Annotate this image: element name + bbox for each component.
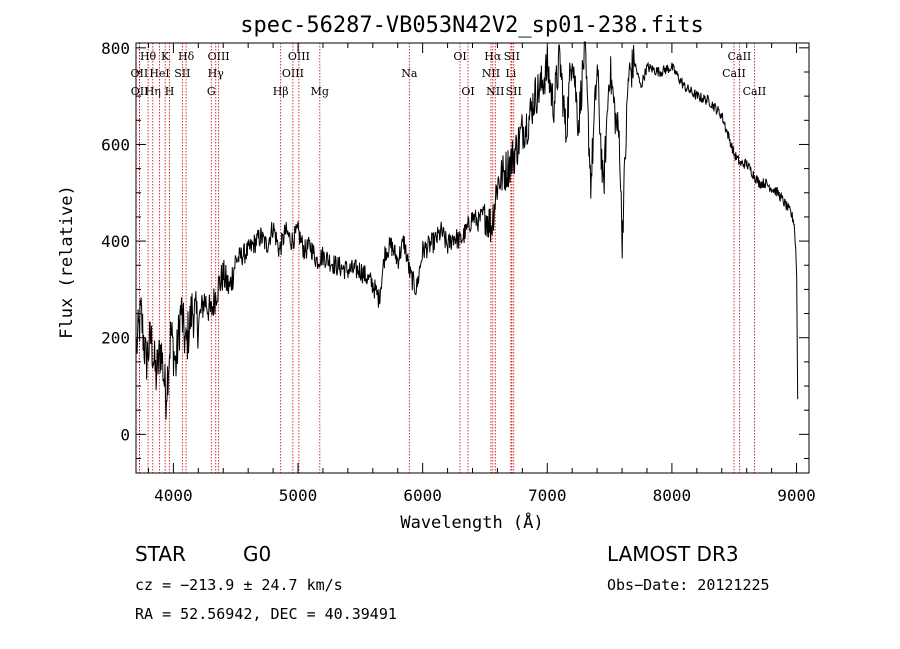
spectral-line-label-26: SII	[506, 85, 522, 98]
spectral-line-label-10: HeI	[149, 67, 169, 80]
spectral-line-label-17: CaII	[722, 67, 746, 80]
spectral-line-label-24: OI	[461, 85, 474, 98]
object-type: STAR	[135, 542, 186, 566]
plot-frame	[135, 42, 810, 474]
spectral-line-label-2: Hδ	[178, 50, 195, 63]
ra-dec-coordinates: RA = 52.56942, DEC = 40.39491	[135, 605, 397, 623]
y-tick-label-3: 600	[101, 135, 130, 154]
observation-date: Obs−Date: 20121225	[607, 576, 770, 594]
x-axis-label: Wavelength (Å)	[400, 511, 543, 533]
chart-title: spec-56287-VB053N42V2_sp01-238.fits	[240, 13, 704, 38]
x-tick-label-5: 9000	[777, 486, 816, 505]
spectral-line-label-22: Hβ	[273, 85, 289, 98]
spectral-line-label-0: Hθ	[140, 50, 157, 63]
spectral-line-label-15: NII	[482, 67, 500, 80]
y-axis-label: Flux (relative)	[57, 185, 77, 339]
spectral-line-label-13: OIII	[282, 67, 304, 80]
spectral-line-label-5: OI	[453, 50, 466, 63]
x-tick-label-3: 7000	[528, 486, 567, 505]
spectral-line-label-11: SII	[174, 67, 190, 80]
x-tick-label-0: 4000	[154, 486, 193, 505]
redshift-velocity: cz = −213.9 ± 24.7 km/s	[135, 576, 343, 594]
spectral-line-label-6: Hα	[484, 50, 502, 63]
spectral-line-label-20: H	[165, 85, 175, 98]
spectral-line-label-27: CaII	[743, 85, 767, 98]
spectral-line-label-21: G	[207, 85, 216, 98]
spectral-line-label-1: K	[161, 50, 170, 63]
spectral-line-label-4: OIII	[288, 50, 310, 63]
survey-name: LAMOST DR3	[607, 542, 739, 566]
y-tick-label-1: 200	[101, 329, 130, 348]
spectral-line-label-23: Mg	[311, 85, 329, 98]
x-tick-label-1: 5000	[279, 486, 318, 505]
axis-tick-labels: 4000 5000 6000 7000 8000 9000 0 200 400 600 800	[101, 39, 816, 505]
spectral-line-label-18: OII	[131, 85, 149, 98]
y-tick-label-4: 800	[101, 39, 130, 58]
spectral-line-label-12: Hγ	[208, 67, 225, 80]
spectral-line-label-16: Li	[505, 67, 516, 80]
object-subclass: G0	[243, 542, 271, 566]
flux-series-line	[136, 41, 799, 420]
spectral-line-label-14: Na	[401, 67, 418, 80]
spectral-line-label-25: NII	[486, 85, 504, 98]
x-tick-label-4: 8000	[653, 486, 692, 505]
spectral-line-label-8: CaII	[728, 50, 752, 63]
spectral-line-label-19: Hη	[145, 85, 161, 98]
axis-ticks	[136, 43, 809, 473]
x-tick-label-2: 6000	[403, 486, 442, 505]
y-tick-label-0: 0	[120, 425, 130, 444]
spectral-line-label-7: SII	[504, 50, 520, 63]
y-tick-label-2: 400	[101, 232, 130, 251]
spectral-line-label-3: OIII	[208, 50, 230, 63]
